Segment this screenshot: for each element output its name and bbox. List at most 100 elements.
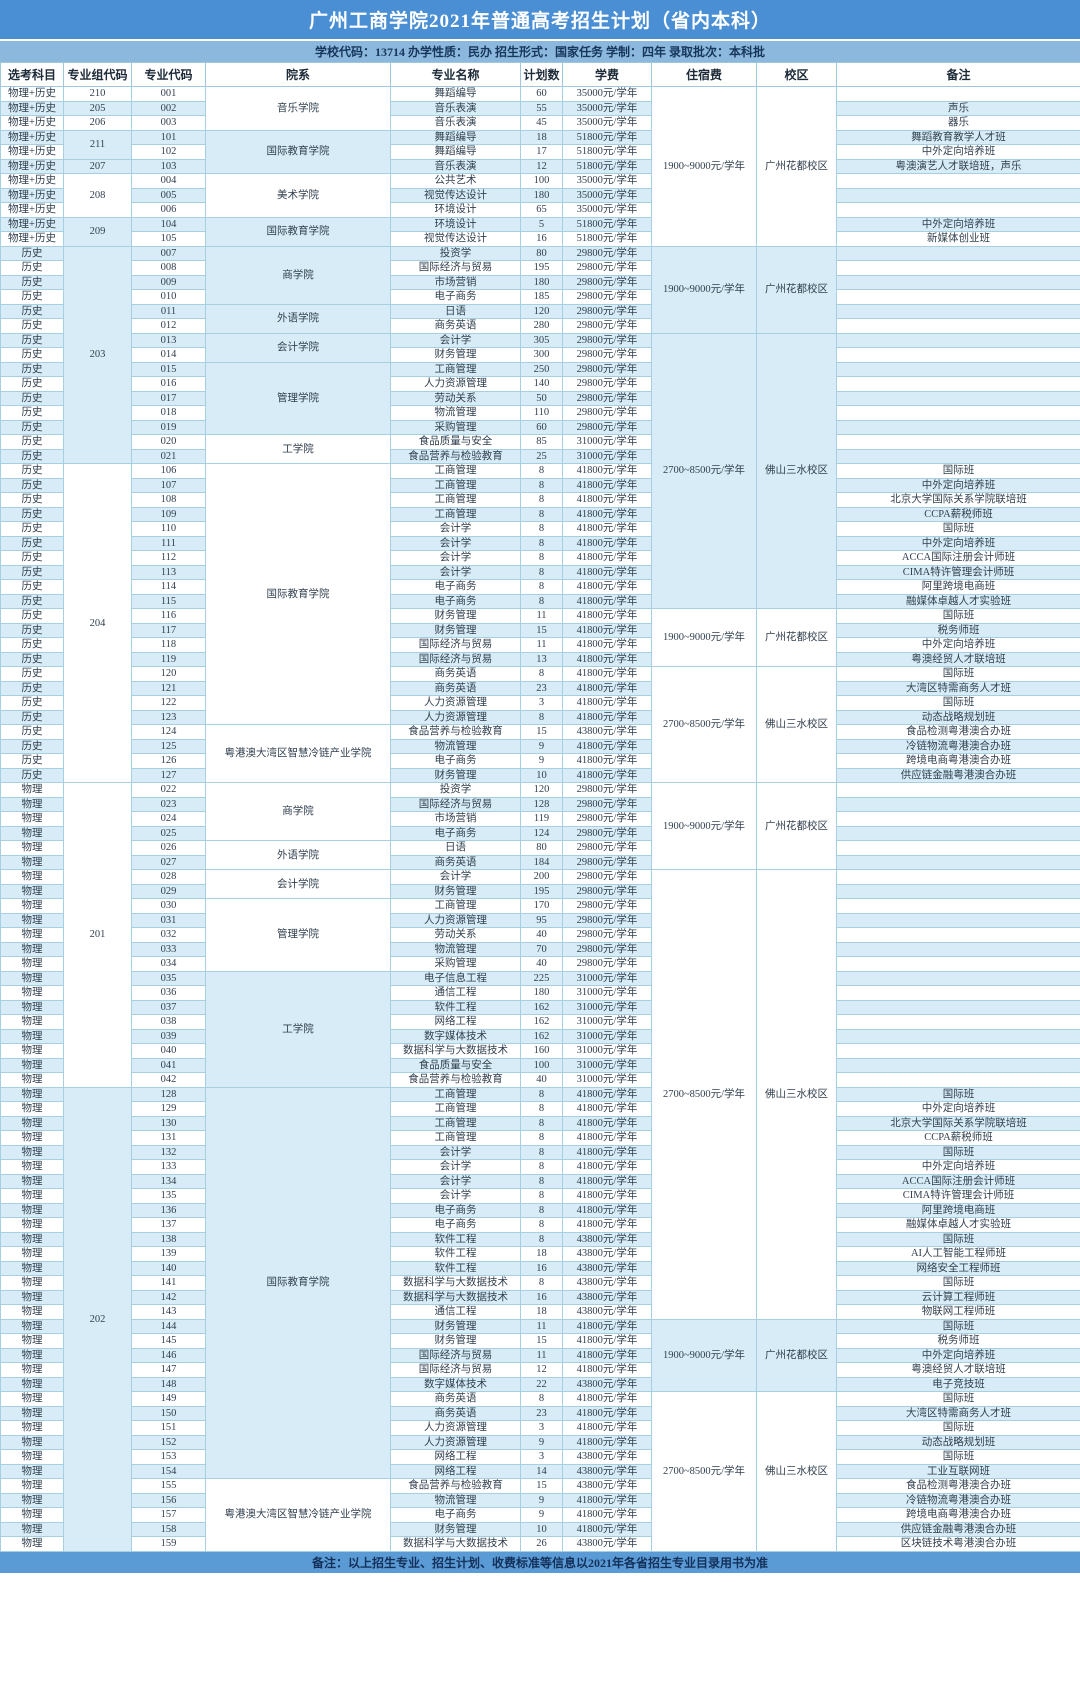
cell-major-name: 电子商务 [390,579,521,595]
table-row: 物理+历史 105 视觉传达设计 16 51800元/学年 新媒体创业班 [0,231,1080,247]
cell-remark: 阿里跨境电商班 [836,1202,1080,1218]
cell-tuition: 31000元/学年 [562,448,652,464]
cell-plan-count: 11 [520,1318,563,1334]
cell-exam-subjects: 物理 [0,1304,64,1320]
cell-campus: 广州花都校区 [756,86,837,247]
table-row: 物理 155 粤港澳大湾区智慧冷链产业学院 食品营养与检验教育 15 43800元/学年食… [0,1478,1080,1552]
cell-plan-count: 162 [520,1014,563,1030]
cell-exam-subjects: 历史 [0,376,64,392]
cell-tuition: 43800元/学年 [562,1231,652,1247]
cell-exam-subjects: 物理 [0,1376,64,1392]
cell-tuition: 41800元/学年 [562,1318,652,1334]
cell-exam-subjects: 历史 [0,608,64,624]
cell-exam-subjects: 历史 [0,347,64,363]
cell-campus: 佛山三水校区 [756,1391,837,1552]
cell-major-code: 011 [131,303,206,319]
cell-tuition: 41800元/学年 [562,1173,652,1189]
cell-remark [836,796,1080,812]
cell-remark: CCPA薪税师班 [836,506,1080,522]
cell-major-name: 投资学 [390,782,521,798]
cell-exam-subjects: 物理 [0,1086,64,1102]
cell-plan-count: 50 [520,390,563,406]
cell-major-name: 数据科学与大数据技术 [390,1536,521,1552]
plan-table-body: 物理+历史 210 001 音乐学院 舞蹈编导 60 35000元/学年 1900~9000元… [0,86,1080,1552]
cell-major-code: 135 [131,1188,206,1204]
cell-major-name: 国际经济与贸易 [390,1362,521,1378]
table-row: 物理 131 工商管理 8 41800元/学年 CCPA薪税师班 [0,1130,1080,1146]
table-row: 物理+历史 208 004 美术学院 公共艺术 100 35000元/学年 [0,173,1080,218]
table-row: 物理 132 会计学 8 41800元/学年 国际班 [0,1144,1080,1160]
cell-exam-subjects: 物理 [0,825,64,841]
cell-major-name: 工商管理 [390,1086,521,1102]
cell-major-name: 国际经济与贸易 [390,260,521,276]
cell-plan-count: 300 [520,347,563,363]
cell-major-name: 工商管理 [390,1101,521,1117]
cell-exam-subjects: 物理 [0,883,64,899]
table-row: 历史 122 人力资源管理 3 41800元/学年 国际班 [0,695,1080,711]
cell-plan-count: 280 [520,318,563,334]
cell-campus: 广州花都校区 [756,1318,837,1392]
cell-exam-subjects: 物理 [0,1188,64,1204]
cell-remark [836,202,1080,218]
cell-major-code: 159 [131,1536,206,1552]
cell-exam-subjects: 历史 [0,390,64,406]
cell-major-group-code: 203 [63,245,132,464]
cell-major-code: 105 [131,231,206,247]
table-row: 历史 013 会计学院 会计学 305 29800元/学年 2700~8500元/学年 佛山三… [0,332,1080,609]
cell-remark [836,1072,1080,1088]
cell-remark [836,173,1080,189]
cell-accommodation-fee: 2700~8500元/学年 [651,869,757,1320]
cell-remark [836,448,1080,464]
table-row: 历史 018 物流管理 110 29800元/学年 [0,405,1080,421]
cell-tuition: 29800元/学年 [562,347,652,363]
cell-remark: 区块链技术粤港澳合办班 [836,1536,1080,1552]
cell-plan-count: 15 [520,1478,563,1494]
cell-major-name: 软件工程 [390,1231,521,1247]
cell-remark: 物联网工程师班 [836,1304,1080,1320]
cell-major-code: 140 [131,1260,206,1276]
cell-tuition: 31000元/学年 [562,1072,652,1088]
cell-tuition: 51800元/学年 [562,158,652,174]
cell-exam-subjects: 物理+历史 [0,173,64,189]
cell-remark: 冷链物流粤港澳合办班 [836,1492,1080,1508]
cell-major-code: 145 [131,1333,206,1349]
cell-exam-subjects: 物理 [0,1507,64,1523]
cell-plan-count: 70 [520,941,563,957]
cell-plan-count: 23 [520,1405,563,1421]
cell-tuition: 41800元/学年 [562,753,652,769]
cell-major-code: 019 [131,419,206,435]
cell-plan-count: 124 [520,825,563,841]
cell-exam-subjects: 物理 [0,1521,64,1537]
cell-major-name: 会计学 [390,1144,521,1160]
cell-major-code: 028 [131,869,206,885]
cell-remark [836,187,1080,203]
cell-campus: 佛山三水校区 [756,666,837,783]
cell-exam-subjects: 物理 [0,1362,64,1378]
cell-tuition: 41800元/学年 [562,1086,652,1102]
cell-plan-count: 11 [520,637,563,653]
cell-exam-subjects: 历史 [0,680,64,696]
cell-remark [836,274,1080,290]
cell-exam-subjects: 物理+历史 [0,216,64,232]
cell-major-name: 工商管理 [390,1130,521,1146]
cell-tuition: 41800元/学年 [562,593,652,609]
cell-plan-count: 8 [520,1231,563,1247]
cell-tuition: 29800元/学年 [562,883,652,899]
cell-major-name: 视觉传达设计 [390,231,521,247]
cell-plan-count: 225 [520,970,563,986]
cell-exam-subjects: 物理+历史 [0,86,64,102]
cell-remark: CIMA特许管理会计师班 [836,564,1080,580]
cell-exam-subjects: 历史 [0,434,64,450]
cell-exam-subjects: 物理+历史 [0,187,64,203]
table-row: 物理 145 财务管理 15 41800元/学年 税务师班 [0,1333,1080,1349]
cell-major-group-code: 206 [63,115,132,131]
cell-tuition: 41800元/学年 [562,1202,652,1218]
cell-plan-count: 80 [520,840,563,856]
cell-major-code: 027 [131,854,206,870]
cell-tuition: 29800元/学年 [562,796,652,812]
cell-major-group-code: 209 [63,216,132,247]
cell-major-name: 电子商务 [390,289,521,305]
cell-major-code: 148 [131,1376,206,1392]
cell-plan-count: 140 [520,376,563,392]
cell-department: 国际教育学院 [205,1086,391,1479]
